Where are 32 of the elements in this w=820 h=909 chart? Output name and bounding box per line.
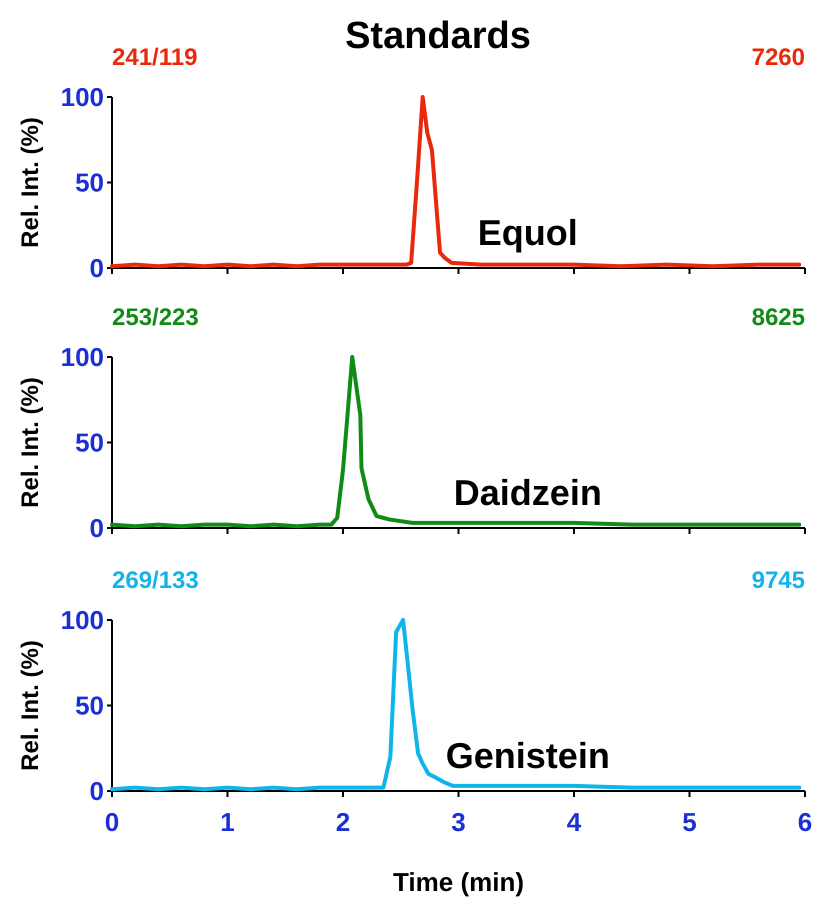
text: 241/119 bbox=[112, 44, 198, 71]
y-tick-label: 100 bbox=[60, 342, 104, 372]
text: 8625 bbox=[752, 304, 805, 331]
x-tick-label: 6 bbox=[798, 807, 812, 837]
chart-title: Standards bbox=[345, 15, 531, 57]
annotation: Genistein bbox=[446, 735, 610, 776]
annotation: Equol bbox=[478, 212, 578, 253]
x-tick-label: 5 bbox=[682, 807, 697, 837]
x-tick-label: 2 bbox=[336, 807, 350, 837]
y-tick-label: 50 bbox=[75, 168, 104, 198]
line-series bbox=[110, 355, 802, 528]
y-tick-label: 50 bbox=[75, 690, 104, 720]
text: 269/133 bbox=[112, 567, 199, 594]
y-axis-title: Rel. Int. (%) bbox=[17, 117, 44, 248]
y-axis-title: Rel. Int. (%) bbox=[17, 640, 44, 771]
annotation: Daidzein bbox=[454, 472, 602, 513]
x-tick-label: 3 bbox=[451, 807, 466, 837]
x-tick-label: 4 bbox=[566, 807, 582, 837]
y-tick-label: 0 bbox=[90, 253, 104, 283]
text: 7260 bbox=[752, 44, 805, 71]
y-axis-title: Rel. Int. (%) bbox=[17, 377, 44, 508]
y-tick-label: 100 bbox=[60, 82, 104, 112]
x-axis-title: Time (min) bbox=[393, 867, 524, 897]
text: 253/223 bbox=[112, 304, 199, 331]
text: 9745 bbox=[752, 567, 805, 594]
line-series bbox=[110, 95, 802, 268]
line-series bbox=[110, 618, 802, 792]
y-tick-label: 0 bbox=[90, 776, 104, 806]
y-tick-label: 100 bbox=[60, 605, 104, 635]
x-tick-label: 1 bbox=[220, 807, 235, 837]
y-tick-label: 0 bbox=[90, 513, 104, 543]
y-tick-label: 50 bbox=[75, 428, 104, 458]
